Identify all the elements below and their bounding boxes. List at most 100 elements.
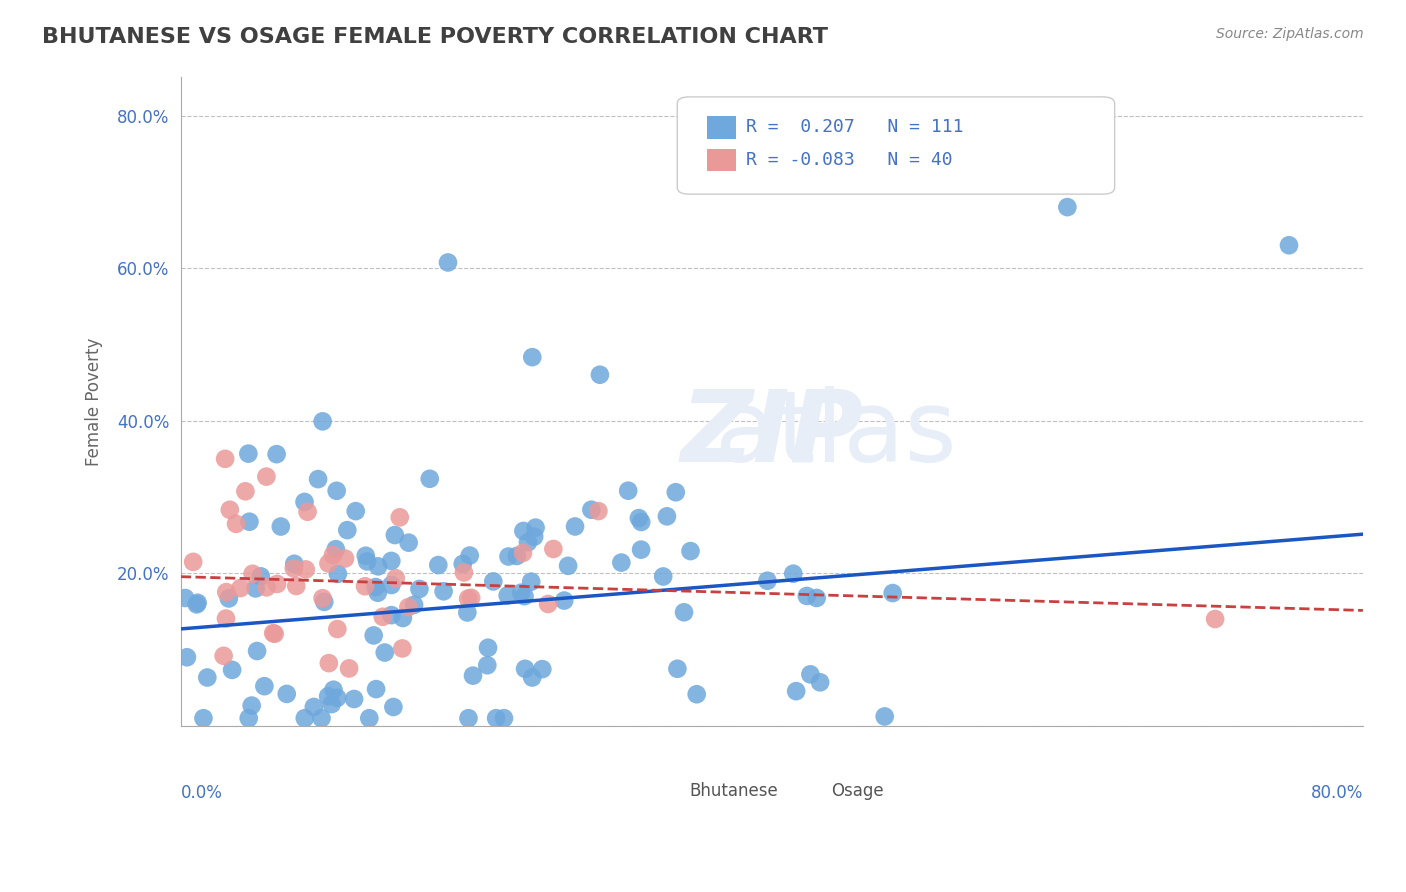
Osage [256,580,278,594]
Osage [283,561,305,575]
Bhutanese [367,586,389,600]
Text: R =  0.207   N = 111: R = 0.207 N = 111 [745,119,963,136]
Bhutanese [513,589,536,603]
Bhutanese [553,593,575,607]
Osage [266,577,288,591]
Osage [354,579,377,593]
Osage [214,451,236,466]
Osage [388,510,411,524]
Text: BHUTANESE VS OSAGE FEMALE POVERTY CORRELATION CHART: BHUTANESE VS OSAGE FEMALE POVERTY CORREL… [42,27,828,46]
Bhutanese [427,558,450,572]
Text: ZIP: ZIP [681,385,863,483]
Osage [242,566,264,581]
Bhutanese [458,549,481,563]
Bhutanese [176,650,198,665]
Bhutanese [673,605,696,619]
Osage [1204,612,1226,626]
Text: 0.0%: 0.0% [181,784,222,802]
Bhutanese [531,662,554,676]
Osage [543,541,565,556]
Bhutanese [307,472,329,486]
Bhutanese [785,684,807,698]
Bhutanese [246,644,269,658]
Bhutanese [1278,238,1301,252]
Bhutanese [238,515,260,529]
Bhutanese [382,700,405,714]
Osage [285,579,308,593]
Osage [337,661,360,675]
Bhutanese [679,544,702,558]
Bhutanese [311,414,333,428]
Bhutanese [882,586,904,600]
Bhutanese [756,574,779,588]
Bhutanese [218,591,240,606]
Bhutanese [354,549,377,563]
Bhutanese [266,447,288,461]
Bhutanese [806,591,828,605]
Bhutanese [498,549,520,564]
Bhutanese [326,690,349,705]
Bhutanese [451,557,474,571]
Osage [181,555,204,569]
Bhutanese [238,447,260,461]
Osage [225,516,247,531]
Bhutanese [1056,200,1078,214]
Osage [333,551,356,566]
Bhutanese [510,585,533,599]
Osage [212,648,235,663]
Bhutanese [392,611,415,625]
Bar [654,778,683,804]
Bhutanese [456,606,478,620]
Bhutanese [322,682,344,697]
Osage [262,626,284,640]
Osage [215,611,238,625]
Bhutanese [652,569,675,583]
Bhutanese [665,485,688,500]
Bhutanese [380,608,402,623]
Bhutanese [356,554,378,568]
Osage [512,546,534,560]
Osage [318,656,340,670]
Bhutanese [627,511,650,525]
Bhutanese [321,697,343,711]
Bhutanese [359,711,381,725]
Osage [263,627,285,641]
Osage [229,581,252,595]
Bhutanese [524,520,547,534]
Bhutanese [311,711,333,725]
Bhutanese [522,671,544,685]
Bhutanese [419,472,441,486]
Bhutanese [380,578,402,592]
Bhutanese [316,690,339,704]
Bhutanese [782,566,804,581]
Bhutanese [186,598,208,612]
Bhutanese [398,535,420,549]
Text: Source: ZipAtlas.com: Source: ZipAtlas.com [1216,27,1364,41]
Osage [384,571,406,585]
Bhutanese [513,662,536,676]
Bhutanese [336,523,359,537]
Osage [588,504,610,518]
Bhutanese [485,711,508,725]
Bhutanese [666,662,689,676]
Bhutanese [325,542,347,557]
Bhutanese [384,528,406,542]
Osage [322,548,344,562]
Bar [796,778,825,804]
Bhutanese [617,483,640,498]
Bhutanese [630,515,652,529]
Bhutanese [506,549,529,563]
Bhutanese [250,569,273,583]
Bhutanese [408,582,430,596]
Bhutanese [314,595,336,609]
Bhutanese [796,589,818,603]
Bhutanese [610,556,633,570]
Text: Osage: Osage [831,781,883,799]
Osage [457,591,479,606]
Osage [215,585,238,599]
Osage [460,591,482,605]
Bhutanese [482,574,505,589]
Bhutanese [302,700,325,714]
Bhutanese [364,682,387,697]
Text: R = -0.083   N = 40: R = -0.083 N = 40 [745,151,952,169]
